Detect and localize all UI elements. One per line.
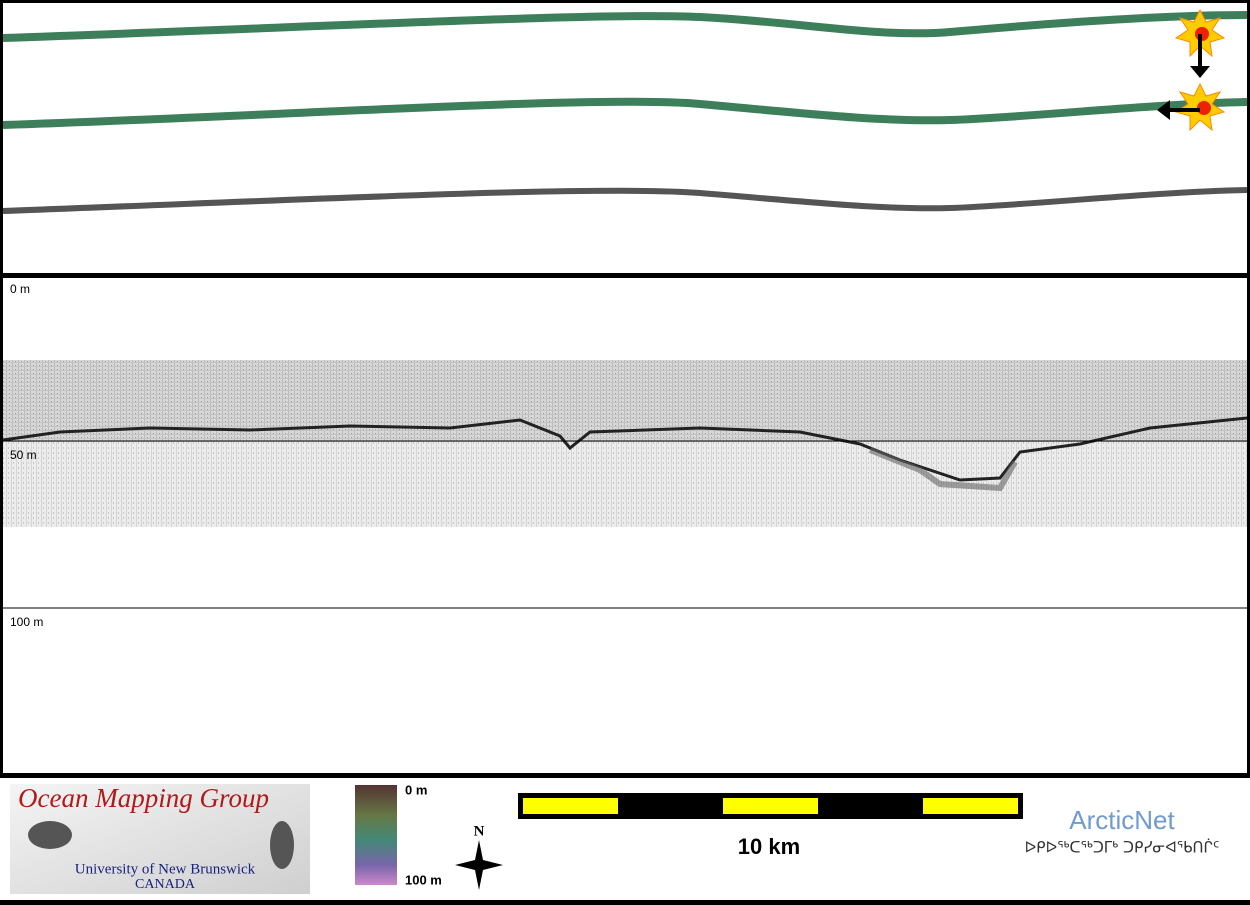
sediment <box>868 447 1018 492</box>
scale-bar <box>518 793 1023 819</box>
logo-image <box>28 821 72 849</box>
scale-label: 100 m <box>405 872 442 887</box>
north-label: N <box>474 823 485 839</box>
logo-title: Ocean Mapping Group <box>18 783 269 813</box>
seabed <box>2 416 1248 482</box>
color-scale <box>355 785 397 885</box>
track-line <box>2 97 1248 129</box>
track-line <box>2 187 1248 214</box>
logo-subtitle: CANADA <box>135 877 196 892</box>
depth-label: 100 m <box>10 615 43 629</box>
logo-image <box>270 821 294 869</box>
depth-label: 50 m <box>10 448 37 462</box>
compass <box>455 840 503 890</box>
track-panel <box>3 3 1247 273</box>
ship-marker <box>1157 8 1226 132</box>
depth-label: 0 m <box>10 282 30 296</box>
logo-subtitle: University of New Brunswick <box>75 861 256 877</box>
sub-bottom <box>3 442 1247 527</box>
partner-name: ArcticNet <box>1069 805 1175 835</box>
scale-label: 0 m <box>405 782 427 797</box>
track-line <box>2 11 1248 42</box>
scale-bar-label: 10 km <box>738 834 800 859</box>
partner-syllabics: ᐅᑭᐅᖅᑕᖅᑐᒥᒃ ᑐᑭᓯᓂᐊᖃᑎᒌᑦ <box>1025 839 1220 857</box>
